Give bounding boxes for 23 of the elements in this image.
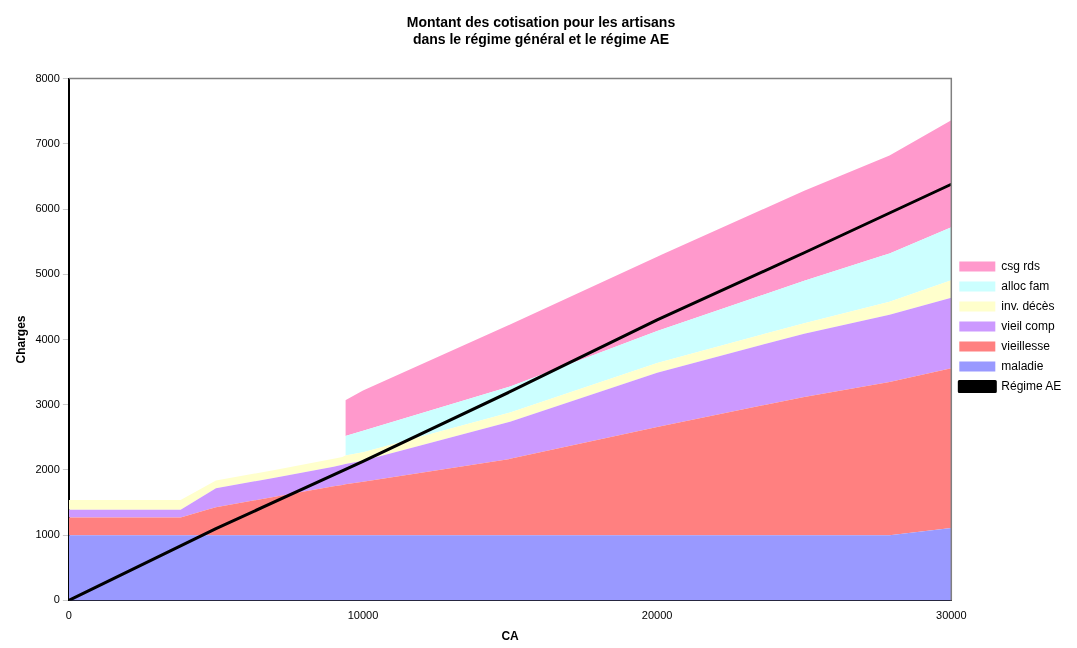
x-tick-label: 10000 — [347, 609, 379, 622]
y-tick-label: 3000 — [35, 397, 60, 410]
legend-label: maladie — [1001, 358, 1044, 373]
y-tick-label: 1000 — [35, 528, 60, 541]
x-tick-label: 0 — [65, 609, 72, 622]
legend-label: inv. décès — [1001, 298, 1055, 313]
x-tick-label: 20000 — [641, 609, 673, 622]
y-tick-label: 6000 — [35, 202, 60, 215]
x-tick-label: 30000 — [936, 609, 967, 622]
y-tick-label: 5000 — [35, 267, 60, 280]
legend-label: Régime AE — [1001, 378, 1062, 393]
y-axis-title: Charges — [13, 315, 28, 364]
y-tick-label: 7000 — [35, 136, 60, 149]
x-axis-title: CA — [501, 629, 520, 644]
legend-label: alloc fam — [1001, 278, 1050, 293]
legend-label: csg rds — [1001, 258, 1040, 273]
legend-label: vieillesse — [1001, 338, 1051, 353]
y-tick-label: 2000 — [35, 462, 60, 475]
y-tick-label: 0 — [53, 593, 60, 606]
y-tick-label: 4000 — [35, 332, 60, 345]
legend-label: vieil comp — [1001, 318, 1055, 333]
y-tick-label: 8000 — [35, 71, 60, 84]
chart-title: Montant des cotisation pour les artisans dans le régime général et le régime AE — [406, 14, 676, 48]
